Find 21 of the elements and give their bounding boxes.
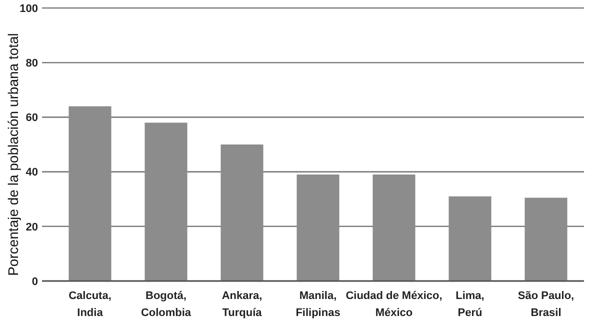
bar xyxy=(372,174,416,281)
y-tick-label: 40 xyxy=(26,166,38,179)
bar xyxy=(220,144,264,281)
x-tick-label: Ankara, Turquía xyxy=(222,290,263,319)
x-tick-label: Ciudad de México, México xyxy=(346,290,442,319)
x-tick-label: São Paulo, Brasil xyxy=(518,290,574,319)
x-tick-label: Manila, Filipinas xyxy=(296,290,340,319)
x-tick-label: Lima, Perú xyxy=(456,290,484,319)
bar xyxy=(524,198,568,281)
y-axis-title: Porcentaje de la población urbana total xyxy=(5,33,21,276)
x-tick-label: Calcuta, India xyxy=(68,290,112,319)
y-tick-label: 0 xyxy=(32,276,38,288)
bar xyxy=(448,196,492,281)
x-tick-label: Bogotá, Colombia xyxy=(140,290,192,319)
bar xyxy=(68,106,112,281)
y-tick-label: 60 xyxy=(26,112,38,124)
bar xyxy=(144,122,188,281)
bar xyxy=(296,174,340,281)
y-tick-label: 20 xyxy=(26,221,38,234)
y-tick-label: 100 xyxy=(20,2,38,15)
y-tick-label: 80 xyxy=(26,57,38,70)
